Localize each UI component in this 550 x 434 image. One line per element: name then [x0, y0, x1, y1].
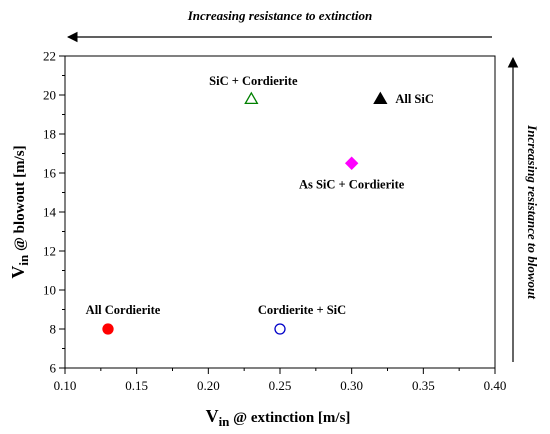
data-point-circle — [102, 323, 114, 335]
y-tick-label: 8 — [50, 322, 57, 337]
x-axis: 0.10 0.15 0.20 0.25 0.30 0.35 0.40 — [54, 368, 507, 393]
y-axis-title: Vin @ blowout [m/s] — [8, 145, 31, 278]
y-tick-label: 10 — [43, 283, 56, 298]
data-point-circle — [274, 323, 286, 335]
right-arrow-label: Increasing resistance to blowout — [525, 124, 540, 299]
data-point-label: Cordierite + SiC — [258, 303, 346, 317]
x-tick-label: 0.40 — [484, 378, 507, 393]
data-point-label: All Cordierite — [86, 303, 161, 317]
x-tick-label: 0.35 — [412, 378, 435, 393]
data-point-label: As SiC + Cordierite — [299, 177, 405, 191]
y-tick-label: 6 — [50, 361, 57, 376]
x-axis-title: Vin @ extinction [m/s] — [206, 406, 351, 429]
y-axis: 6 8 10 12 14 16 18 20 22 — [43, 49, 65, 376]
data-point-label: SiC + Cordierite — [209, 74, 298, 88]
data-point-diamond — [344, 156, 359, 170]
x-tick-label: 0.15 — [125, 378, 148, 393]
y-tick-label: 12 — [43, 244, 56, 259]
x-tick-label: 0.10 — [54, 378, 77, 393]
x-tick-label: 0.25 — [269, 378, 292, 393]
y-tick-label: 20 — [43, 88, 56, 103]
data-point-triangle — [244, 91, 259, 105]
data-point-triangle — [373, 91, 388, 105]
data-point-label: All SiC — [395, 92, 434, 106]
x-tick-label: 0.20 — [197, 378, 220, 393]
y-tick-label: 18 — [43, 127, 56, 142]
y-tick-label: 14 — [43, 205, 57, 220]
y-tick-label: 22 — [43, 49, 56, 64]
y-tick-label: 16 — [43, 166, 57, 181]
top-arrow-label: Increasing resistance to extinction — [187, 8, 373, 23]
data-points: All Cordierite Cordierite + SiC SiC + Cord… — [86, 74, 434, 335]
x-tick-label: 0.30 — [340, 378, 363, 393]
